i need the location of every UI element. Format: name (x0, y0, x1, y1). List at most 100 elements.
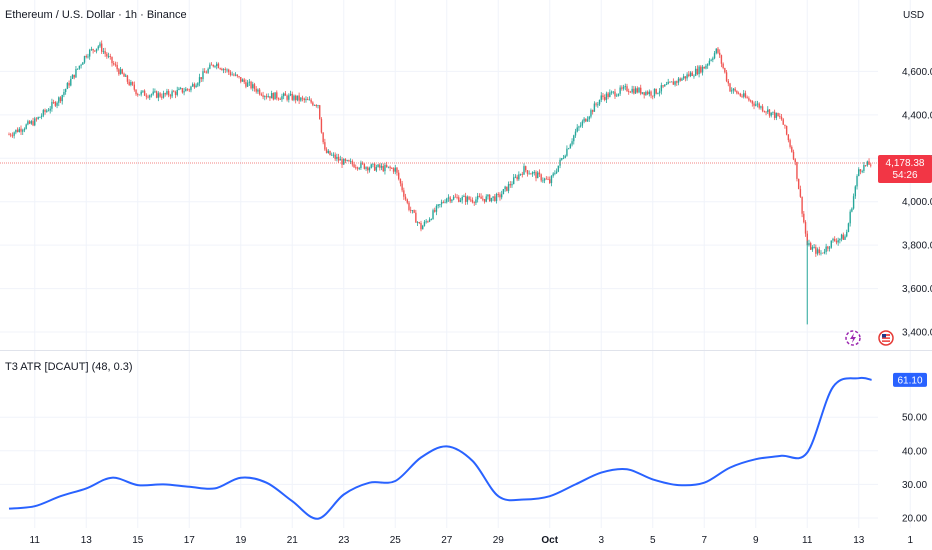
candle-body (856, 175, 858, 187)
candle-body (104, 51, 106, 54)
candle-body (190, 86, 192, 91)
candle-body (840, 234, 843, 239)
candle-body (76, 68, 79, 70)
candle-body (784, 124, 786, 126)
candle-body (88, 49, 91, 57)
candle-body (672, 81, 675, 85)
candle-body (226, 69, 228, 71)
candle-body (428, 219, 431, 222)
candle-body (446, 198, 448, 203)
candle-body (578, 126, 580, 128)
candle-body (710, 59, 712, 61)
candle-body (233, 74, 235, 76)
symbol-title[interactable]: Ethereum / U.S. Dollar · 1h · Binance (5, 9, 187, 21)
candle-body (420, 222, 422, 230)
candle-body (87, 56, 89, 58)
candle-body (861, 170, 863, 172)
candle-body (147, 96, 149, 98)
candle-body (463, 196, 465, 197)
candle-body (619, 87, 621, 94)
countdown-value: 54:26 (892, 170, 917, 181)
time-tick-label: 11 (30, 535, 41, 546)
candle-body (858, 169, 860, 176)
candle-body (447, 197, 450, 199)
candle-body (803, 213, 805, 223)
candle-body (808, 243, 810, 246)
candle-body (269, 96, 271, 99)
candle-body (854, 186, 857, 197)
candle-body (123, 73, 125, 77)
candle-body (159, 93, 161, 97)
candle-body (166, 91, 168, 95)
candle-body (828, 247, 831, 249)
candle-body (334, 154, 336, 159)
time-tick-label: 15 (132, 535, 144, 546)
candle-body (243, 79, 245, 83)
price-axis[interactable]: 4,600.004,400.004,200.004,000.003,800.00… (902, 67, 932, 339)
candle-body (437, 204, 439, 206)
candle-body (818, 249, 820, 254)
time-tick-label: 3 (598, 535, 604, 546)
candle-body (286, 95, 288, 100)
candle-body (70, 78, 72, 86)
candle-body (770, 112, 772, 116)
candle-body (344, 159, 347, 161)
candle-body (92, 48, 94, 51)
candle-body (173, 91, 175, 93)
candle-body (37, 117, 39, 120)
candle-body (674, 81, 676, 85)
candle-body (370, 164, 372, 169)
candle-body (435, 205, 438, 212)
candle-body (526, 170, 529, 174)
atr-tick-label: 30.00 (902, 480, 927, 491)
candle-body (616, 95, 618, 97)
candle-body (761, 106, 764, 112)
price-candles (8, 40, 872, 325)
candle-body (80, 64, 82, 66)
candle-body (483, 198, 486, 202)
candle-body (476, 195, 479, 200)
last-price-badge: 4,178.38 54:26 (878, 154, 932, 183)
candle-body (404, 196, 407, 200)
atr-axis[interactable]: 50.00 40.00 30.00 20.00 (902, 413, 927, 525)
candle-body (30, 121, 33, 124)
indicator-title[interactable]: T3 ATR [DCAUT] (48, 0.3) (5, 361, 133, 373)
candle-body (133, 84, 136, 90)
candle-body (775, 113, 778, 118)
candle-body (595, 103, 597, 105)
time-axis[interactable]: 11 13 15 17 19 21 23 25 27 29 Oct 3 5 7 9 11 13 1 (30, 535, 914, 546)
candle-body (250, 81, 252, 89)
candle-body (502, 189, 505, 195)
candle-body (677, 78, 680, 83)
candle-body (423, 221, 426, 226)
candle-body (113, 63, 115, 65)
candle-body (169, 95, 172, 97)
candle-body (703, 66, 705, 69)
candle-body (174, 91, 177, 95)
candle-body (748, 98, 750, 101)
candle-body (470, 199, 472, 201)
candle-body (631, 88, 633, 93)
candle-body (655, 88, 657, 94)
candle-body (217, 63, 220, 69)
candle-body (28, 121, 31, 124)
candle-body (78, 65, 81, 69)
candle-body (846, 231, 848, 237)
candle-body (847, 223, 850, 232)
candle-body (773, 111, 776, 118)
candle-body (277, 98, 280, 100)
candle-body (591, 110, 594, 112)
us-flag-icon[interactable] (878, 330, 894, 346)
candle-body (236, 74, 239, 77)
candle-body (607, 93, 609, 98)
candle-body (542, 180, 544, 182)
candle-body (375, 166, 378, 171)
candle-body (229, 72, 232, 75)
candle-body (832, 238, 834, 241)
candle-body (799, 189, 802, 197)
lightning-icon[interactable] (845, 330, 861, 346)
candle-body (820, 252, 822, 254)
candle-body (11, 135, 14, 137)
candle-body (564, 155, 566, 158)
